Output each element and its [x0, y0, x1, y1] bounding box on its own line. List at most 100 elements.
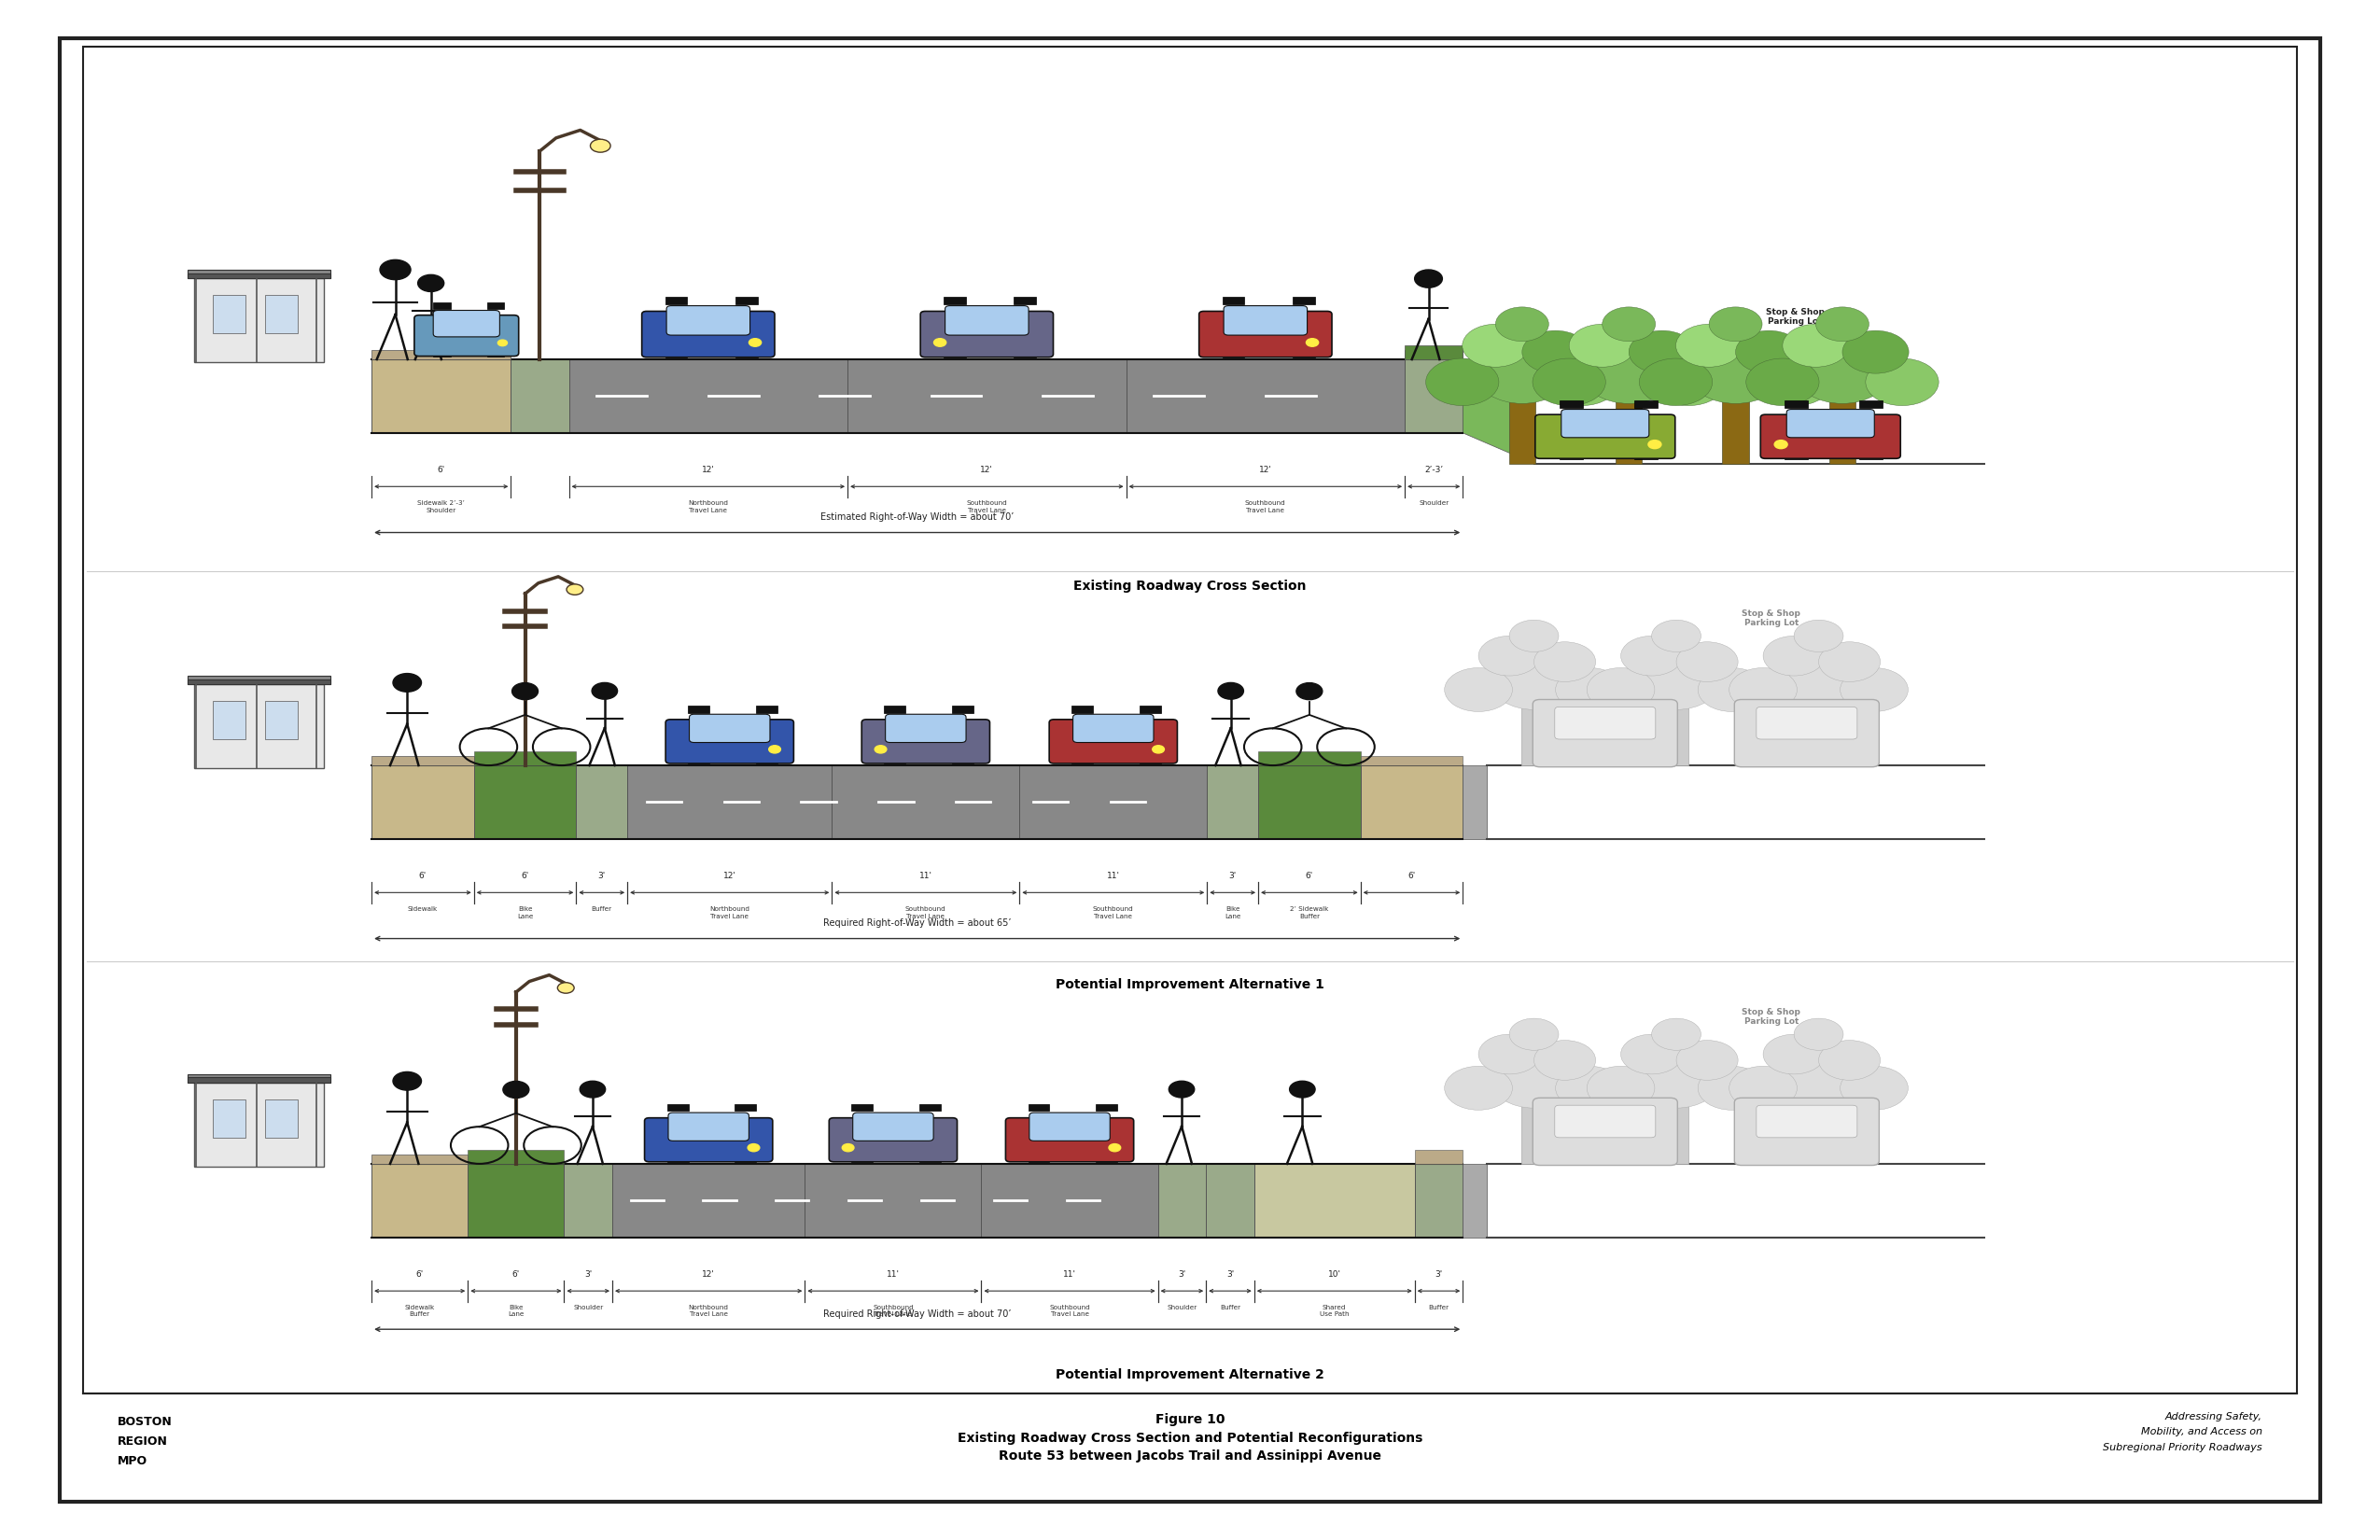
Text: Sidewalk
Buffer: Sidewalk Buffer [405, 1304, 436, 1317]
Bar [214, 296, 245, 333]
FancyBboxPatch shape [1756, 707, 1856, 739]
Text: Sidewalk: Sidewalk [407, 907, 438, 912]
FancyBboxPatch shape [643, 311, 774, 357]
Circle shape [1633, 654, 1718, 710]
Bar [1292, 351, 1314, 357]
Bar [214, 1100, 245, 1138]
FancyBboxPatch shape [885, 715, 966, 742]
Bar [833, 765, 1019, 839]
Circle shape [557, 983, 574, 993]
Bar [1509, 399, 1535, 464]
Text: 3': 3' [1226, 1270, 1233, 1278]
Text: 12': 12' [724, 872, 735, 881]
Bar [688, 705, 709, 713]
Polygon shape [1464, 359, 1535, 464]
Bar [945, 297, 966, 303]
Bar [1292, 297, 1314, 303]
Circle shape [1652, 359, 1726, 405]
Circle shape [750, 339, 762, 346]
Circle shape [1478, 1035, 1540, 1073]
Text: Bike
Lane: Bike Lane [1226, 907, 1240, 919]
Circle shape [1490, 654, 1578, 710]
Text: Required Right-of-Way Width = about 65’: Required Right-of-Way Width = about 65’ [823, 918, 1012, 927]
FancyBboxPatch shape [1735, 699, 1880, 767]
Bar [371, 756, 474, 765]
Circle shape [419, 274, 445, 291]
Text: Shoulder: Shoulder [574, 1304, 602, 1311]
Bar [1806, 1104, 1830, 1164]
Bar [188, 676, 331, 684]
Text: Existing Roadway Cross Section and Potential Reconfigurations: Existing Roadway Cross Section and Poten… [957, 1432, 1423, 1445]
Text: Southbound
Travel Lane: Southbound Travel Lane [1092, 907, 1133, 919]
FancyBboxPatch shape [1200, 311, 1333, 357]
Text: 12': 12' [1259, 467, 1271, 474]
FancyBboxPatch shape [666, 719, 793, 764]
Bar [664, 297, 688, 303]
Circle shape [1587, 668, 1654, 711]
Text: 2’ Sidewalk
Buffer: 2’ Sidewalk Buffer [1290, 907, 1328, 919]
Bar [1159, 1164, 1207, 1237]
Bar [1207, 1164, 1254, 1237]
Circle shape [1840, 1066, 1909, 1110]
Text: Sidewalk 2’-3’
Shoulder: Sidewalk 2’-3’ Shoulder [416, 500, 464, 513]
Circle shape [1545, 359, 1618, 405]
Text: Route 53 between Jacobs Trail and Assinippi Avenue: Route 53 between Jacobs Trail and Assini… [1000, 1449, 1380, 1463]
Circle shape [512, 682, 538, 699]
Text: 6': 6' [512, 1270, 519, 1278]
Circle shape [1652, 1018, 1702, 1050]
Circle shape [1621, 636, 1683, 676]
Bar [1404, 350, 1464, 359]
FancyBboxPatch shape [1050, 719, 1178, 764]
Bar [371, 359, 512, 433]
Circle shape [1640, 359, 1711, 405]
Bar [1633, 451, 1656, 459]
Bar [1633, 400, 1656, 408]
Bar [1664, 1104, 1690, 1164]
FancyBboxPatch shape [666, 306, 750, 336]
FancyBboxPatch shape [690, 715, 771, 742]
Circle shape [1676, 642, 1737, 682]
Text: 6': 6' [419, 872, 426, 881]
Bar [193, 684, 324, 768]
Circle shape [1866, 359, 1940, 405]
Text: Southbound
Travel Lane: Southbound Travel Lane [873, 1304, 914, 1317]
Text: Shared
Use Path: Shared Use Path [1321, 1304, 1349, 1317]
Circle shape [1509, 1018, 1559, 1050]
Bar [804, 1164, 981, 1237]
Circle shape [876, 745, 888, 753]
Text: Buffer: Buffer [1428, 1304, 1449, 1311]
Text: Southbound
Travel Lane: Southbound Travel Lane [1245, 500, 1285, 513]
Circle shape [933, 339, 947, 346]
Bar [474, 752, 576, 765]
Bar [1664, 705, 1690, 765]
Bar [1140, 756, 1161, 764]
Text: 3': 3' [585, 1270, 593, 1278]
Circle shape [1735, 331, 1802, 374]
Text: Existing Roadway Cross Section: Existing Roadway Cross Section [1073, 579, 1307, 593]
Bar [1806, 705, 1830, 765]
Bar [188, 1073, 331, 1083]
Bar [952, 705, 973, 713]
FancyBboxPatch shape [945, 306, 1028, 336]
Circle shape [590, 139, 612, 152]
Bar [267, 296, 298, 333]
Circle shape [1297, 682, 1323, 699]
Circle shape [1426, 359, 1499, 405]
Circle shape [1709, 306, 1761, 342]
Circle shape [1557, 668, 1623, 711]
Circle shape [1169, 1081, 1195, 1098]
Circle shape [1478, 636, 1540, 676]
Text: Southbound
Travel Lane: Southbound Travel Lane [904, 907, 947, 919]
Bar [1521, 1104, 1547, 1164]
Circle shape [1587, 1066, 1654, 1110]
Bar [1126, 359, 1404, 433]
Bar [1207, 765, 1259, 839]
Bar [371, 1164, 469, 1237]
Circle shape [581, 1081, 605, 1098]
Circle shape [393, 673, 421, 691]
FancyBboxPatch shape [1756, 1106, 1856, 1138]
Text: Shoulder: Shoulder [1166, 1304, 1197, 1311]
Bar [735, 1104, 757, 1110]
Text: 11': 11' [1107, 872, 1121, 881]
FancyBboxPatch shape [669, 1112, 750, 1141]
